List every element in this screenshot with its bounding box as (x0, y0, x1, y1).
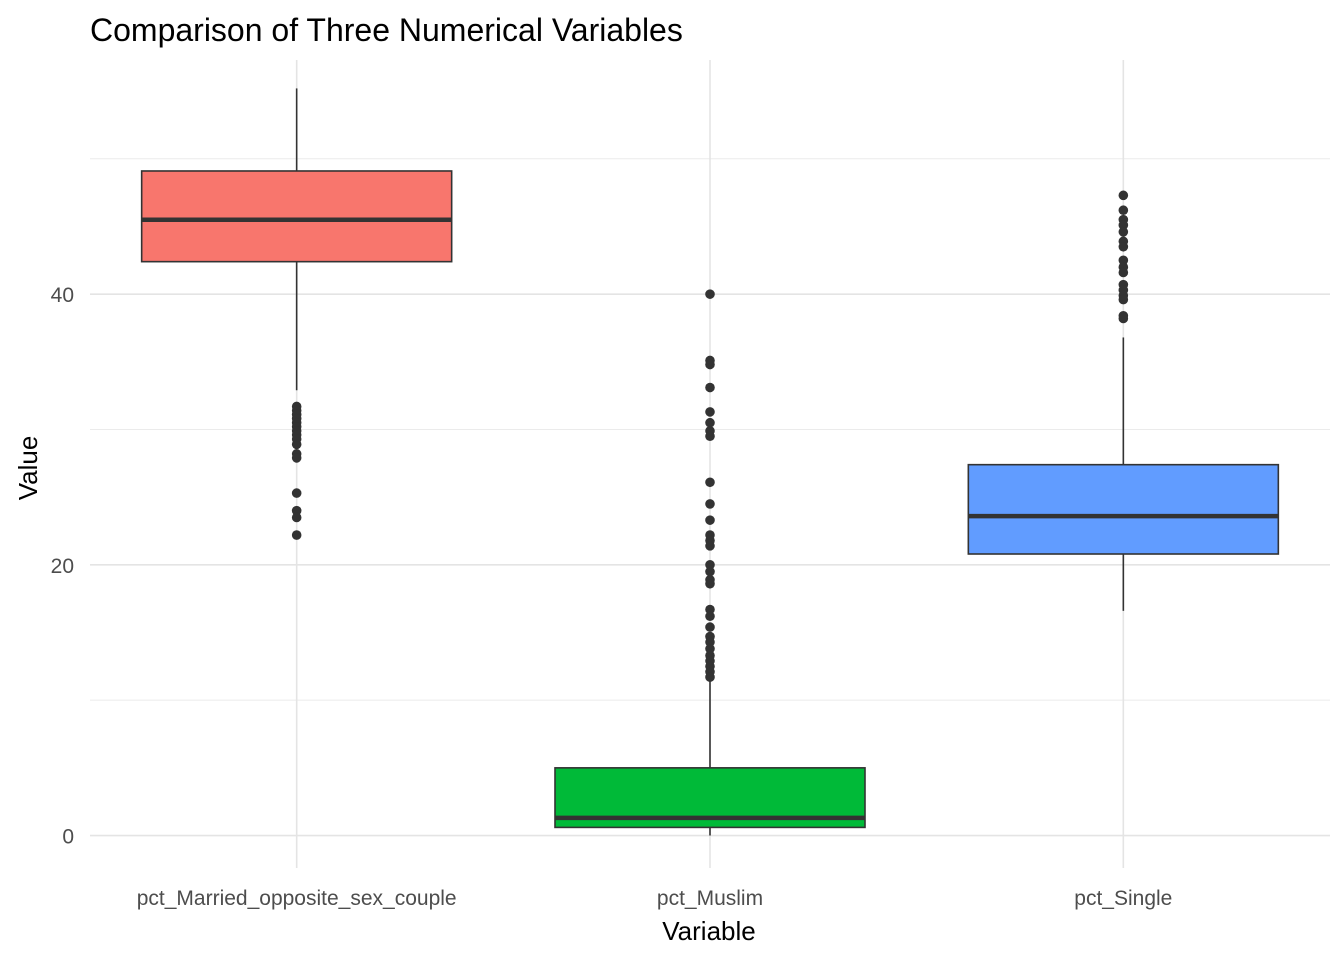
outlier-point (705, 431, 715, 442)
box-group (967, 190, 1280, 611)
outlier-point (291, 439, 302, 450)
outlier-point (705, 359, 715, 370)
y-tick-label: 20 (51, 555, 74, 578)
outlier-point (705, 560, 715, 570)
y-axis-title: Value (13, 436, 43, 501)
box-iqr (967, 463, 1280, 555)
outlier-point (1118, 255, 1129, 266)
outlier-point (291, 488, 302, 498)
outlier-point (1118, 313, 1129, 324)
outlier-point (705, 499, 715, 509)
x-axis-ticks: pct_Married_opposite_sex_couple pct_Musli… (137, 887, 1173, 910)
x-axis-title: Variable (662, 916, 755, 946)
outlier-point (1118, 220, 1129, 230)
outlier-point (705, 417, 715, 428)
y-tick-label: 0 (62, 826, 74, 849)
outlier-point (291, 512, 302, 523)
outlier-point (1118, 190, 1129, 201)
outlier-point (705, 604, 715, 615)
chart-title: Comparison of Three Numerical Variables (90, 12, 683, 48)
outlier-point (705, 541, 715, 551)
outlier-point (705, 672, 715, 682)
outlier-point (291, 453, 302, 463)
outlier-point (1118, 227, 1129, 237)
outlier-point (705, 382, 715, 393)
x-tick-label: pct_Married_opposite_sex_couple (137, 887, 457, 910)
x-tick-label: pct_Muslim (657, 887, 763, 910)
outlier-point (705, 643, 715, 654)
outlier-point (1118, 294, 1129, 305)
y-axis-ticks: 0 20 40 (51, 284, 74, 848)
y-tick-label: 40 (51, 284, 74, 307)
outlier-point (291, 505, 302, 516)
box-iqr (140, 170, 453, 263)
outlier-point (1118, 267, 1129, 278)
outlier-point (705, 515, 715, 525)
outlier-point (705, 622, 715, 632)
outlier-point (705, 566, 715, 577)
box-layer (140, 88, 1280, 836)
box-group (140, 88, 453, 540)
x-tick-label: pct_Single (1074, 887, 1172, 910)
outlier-point (291, 530, 302, 540)
outlier-point (705, 611, 715, 622)
outlier-point (705, 407, 715, 417)
outlier-point (705, 477, 715, 488)
outlier-point (705, 637, 715, 647)
outlier-point (705, 289, 715, 299)
outlier-point (1118, 205, 1129, 216)
outlier-point (705, 578, 715, 589)
outlier-point (1118, 241, 1129, 252)
box-group (554, 289, 866, 836)
